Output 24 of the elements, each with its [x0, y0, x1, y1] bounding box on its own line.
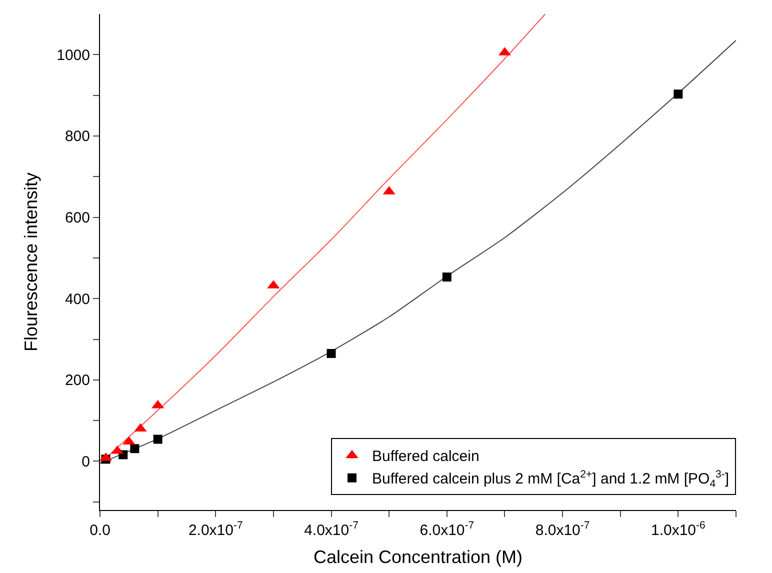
y-tick-label: 800 [64, 128, 90, 146]
point [153, 434, 162, 444]
point [100, 452, 112, 461]
y-tick-label: 200 [64, 372, 90, 390]
legend-label: Buffered calcein [372, 448, 480, 466]
point [442, 272, 452, 282]
line-series [100, 14, 546, 464]
x-axis-title: Calcein Concentration (M) [313, 547, 523, 568]
x-tick-label: 0.0 [90, 522, 110, 539]
y-tick-label: 600 [64, 210, 90, 227]
x-tick-label: 4.0x10$^{-7}$ [304, 520, 359, 539]
point [130, 444, 140, 454]
x-tick-label: 8.0x10$^{-7}$ [535, 520, 590, 539]
line-series [100, 40, 736, 464]
legend-label: Buffered calcein plus 2 mM [Ca$^{2+}$] and 1.2 mM [PO$_{4}$$^{3-}$] [372, 468, 730, 490]
x-tick-label: 2.0x10$^{-7}$ [188, 520, 243, 539]
y-axis-title: Flourescence intensity [20, 172, 41, 352]
x-tick-label: 6.0x10$^{-7}$ [420, 520, 474, 539]
point [674, 90, 683, 99]
x-tick-label: 1.0x10$^{-6}$ [650, 520, 706, 539]
y-tick-label: 0 [82, 453, 90, 470]
point [326, 348, 336, 358]
y-tick-label: 1000 [56, 46, 90, 64]
y-tick-label: 400 [64, 290, 90, 308]
